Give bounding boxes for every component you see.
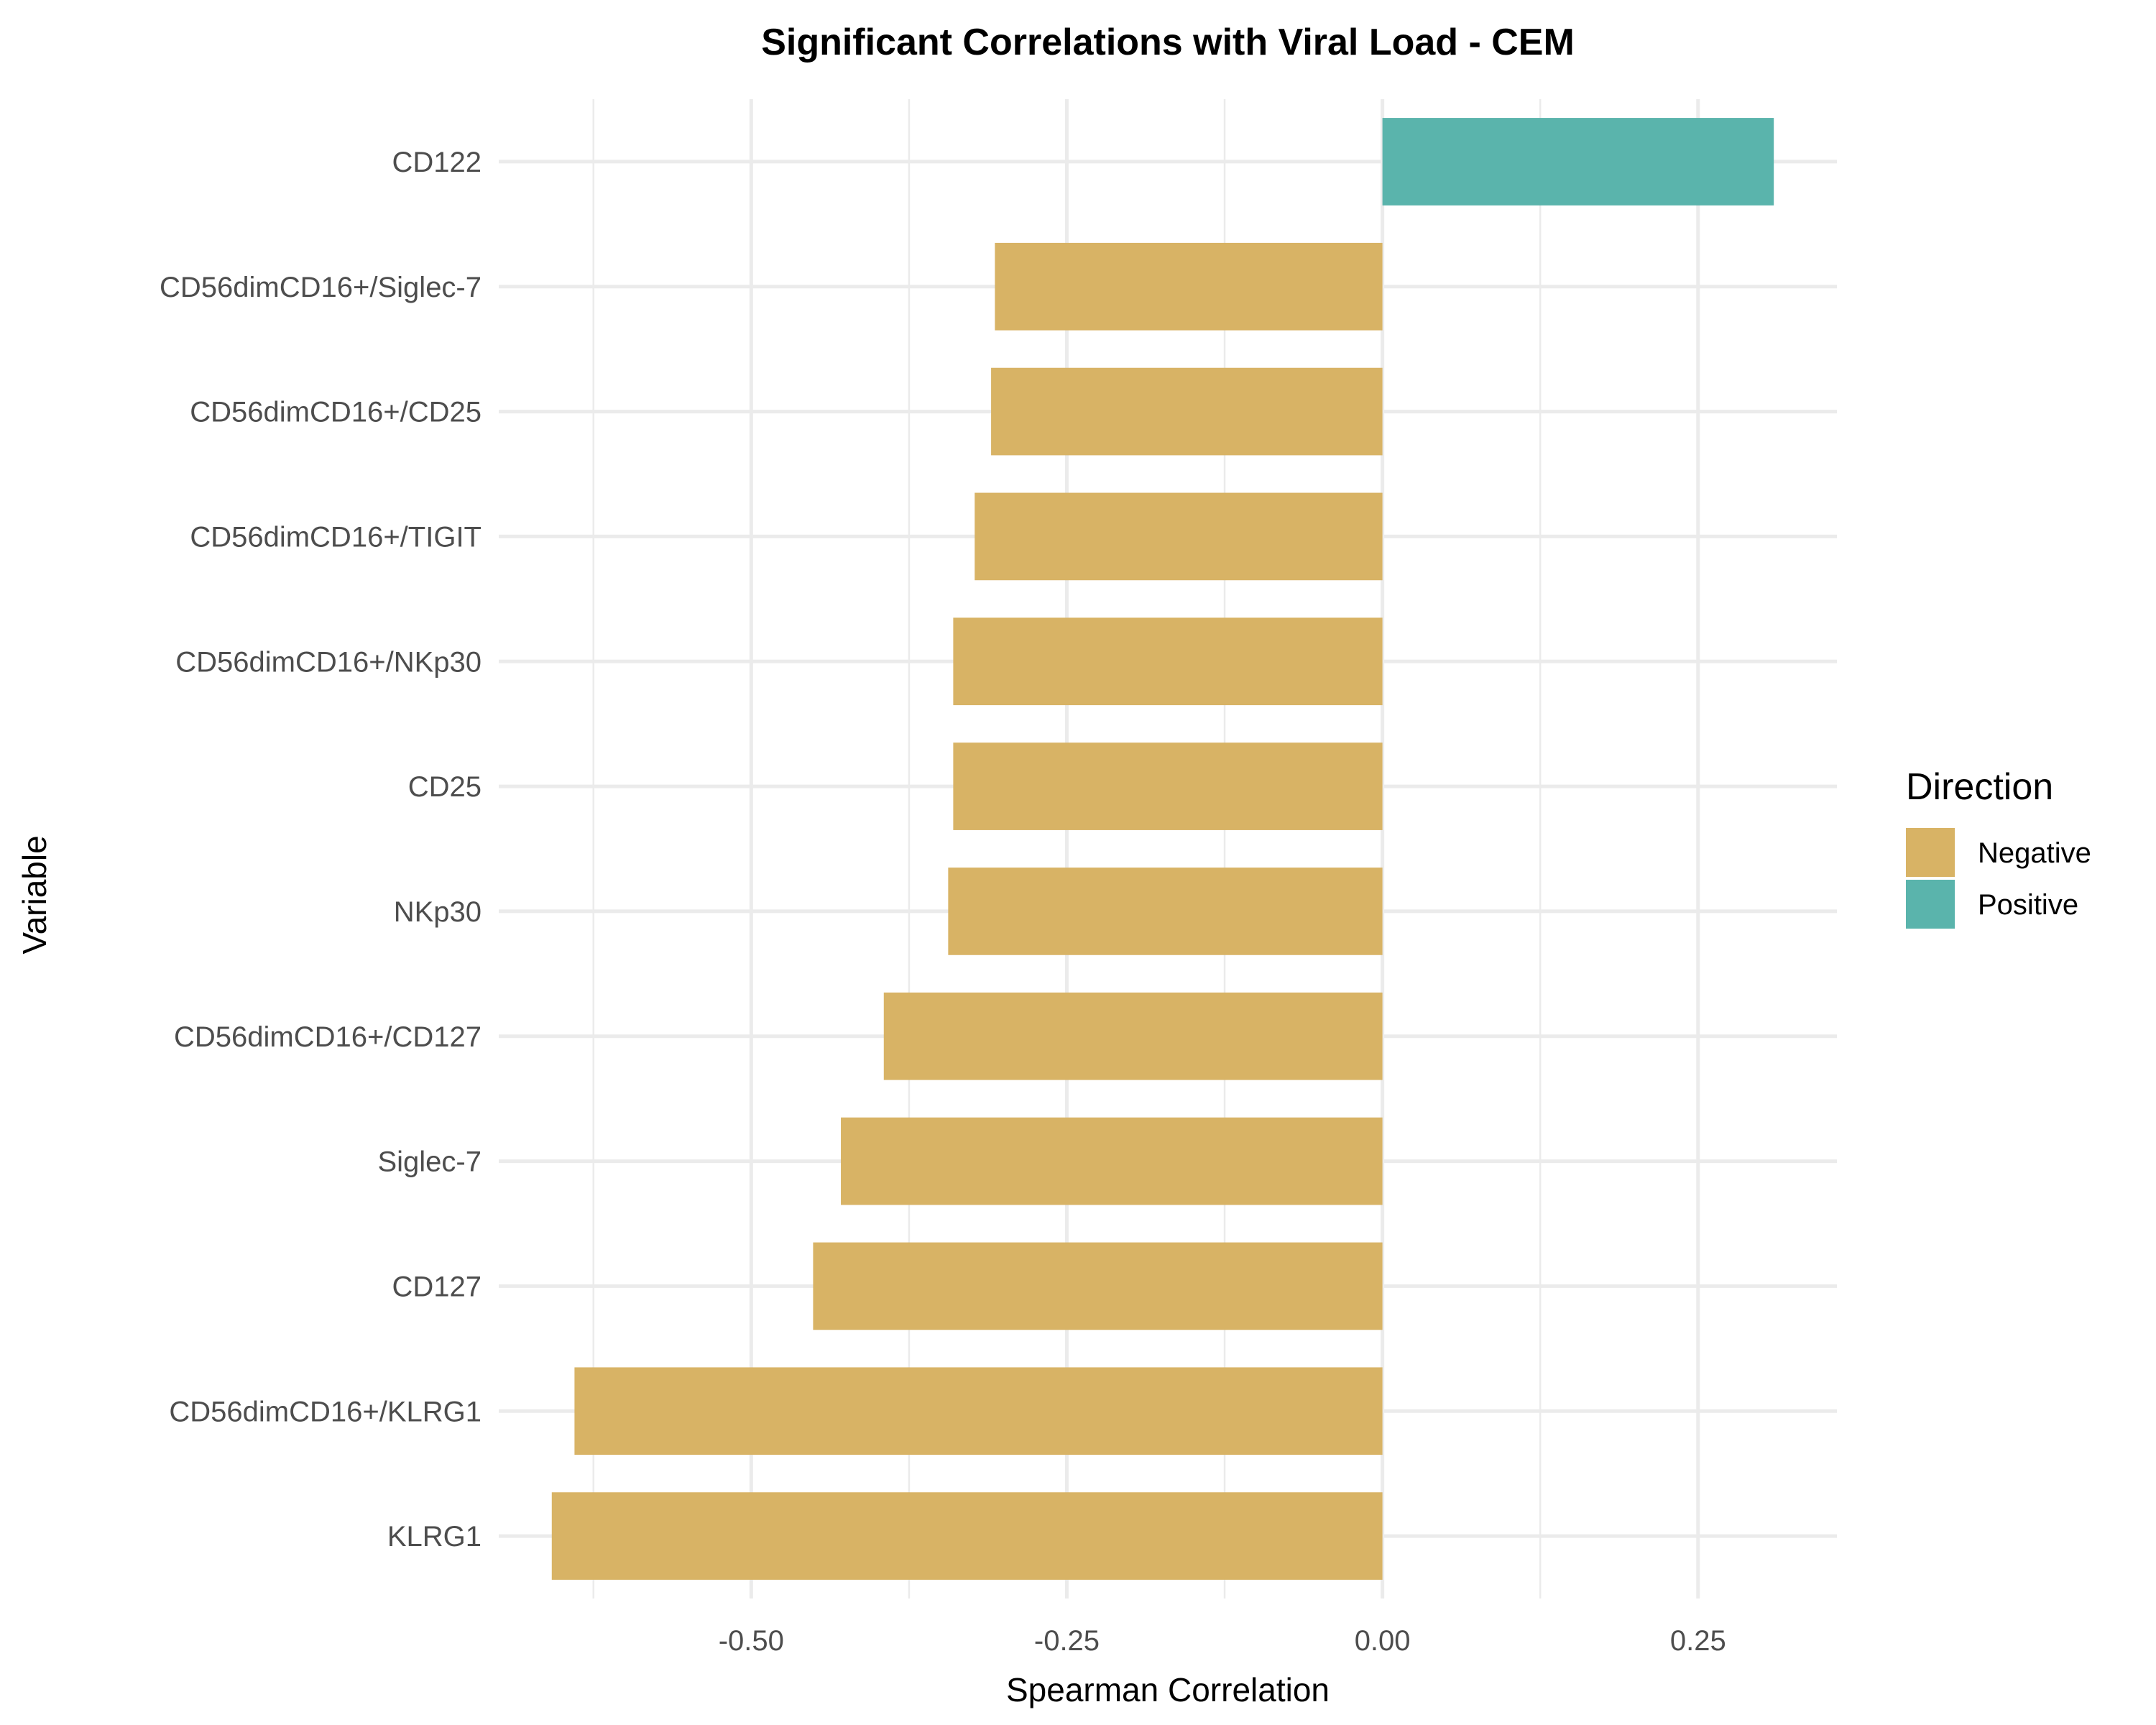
- y-tick-label: CD56dimCD16+/CD127: [174, 1021, 482, 1053]
- y-tick-label: CD56dimCD16+/NKp30: [175, 646, 482, 678]
- y-axis-title: Variable: [16, 835, 53, 954]
- x-tick-label: -0.50: [719, 1625, 784, 1657]
- bar-cd122: [1382, 118, 1774, 206]
- bar-cd56dimcd16-cd25: [991, 367, 1383, 456]
- bar-cd56dimcd16-nkp30: [953, 617, 1383, 706]
- legend: Direction Negative Positive: [1906, 766, 2091, 929]
- bar-cd56dimcd16-klrg1: [574, 1367, 1383, 1455]
- x-tick-label: -0.25: [1034, 1625, 1100, 1657]
- legend-label-negative: Negative: [1978, 837, 2091, 869]
- y-tick-label: KLRG1: [387, 1521, 482, 1552]
- bar-klrg1: [551, 1492, 1383, 1580]
- y-tick-label: CD56dimCD16+/KLRG1: [169, 1396, 482, 1427]
- bar-siglec-7: [841, 1117, 1383, 1205]
- y-tick-label: NKp30: [394, 896, 482, 928]
- bar-nkp30: [948, 868, 1383, 955]
- bar-cd56dimcd16-tigit: [975, 492, 1383, 581]
- legend-swatch-positive: [1906, 880, 1955, 929]
- y-tick-labels: CD122 CD56dimCD16+/Siglec-7 CD56dimCD16+/C…: [160, 147, 482, 1552]
- legend-items: Negative Positive: [1906, 828, 2091, 929]
- bar-cd56dimcd16-cd127: [883, 992, 1383, 1080]
- legend-title: Direction: [1906, 766, 2053, 808]
- bar-cd127: [813, 1242, 1383, 1330]
- y-tick-label: CD25: [408, 771, 482, 803]
- legend-swatch-negative: [1906, 828, 1955, 877]
- x-tick-labels: -0.50 -0.25 0.00 0.25: [719, 1625, 1726, 1657]
- y-tick-label: Siglec-7: [377, 1146, 482, 1178]
- legend-label-positive: Positive: [1978, 889, 2078, 921]
- bar-layer: [551, 118, 1774, 1580]
- y-tick-label: CD122: [392, 147, 482, 178]
- x-tick-label: 0.00: [1355, 1625, 1411, 1657]
- bar-cd56dimcd16-siglec-7: [995, 242, 1383, 331]
- x-axis-title: Spearman Correlation: [1006, 1671, 1330, 1708]
- y-tick-label: CD127: [392, 1271, 482, 1302]
- y-tick-label: CD56dimCD16+/Siglec-7: [160, 272, 482, 303]
- bar-cd25: [953, 742, 1383, 830]
- y-tick-label: CD56dimCD16+/CD25: [190, 397, 482, 428]
- x-tick-label: 0.25: [1670, 1625, 1726, 1657]
- y-tick-label: CD56dimCD16+/TIGIT: [190, 521, 482, 553]
- chart-title: Significant Correlations with Viral Load…: [761, 22, 1575, 63]
